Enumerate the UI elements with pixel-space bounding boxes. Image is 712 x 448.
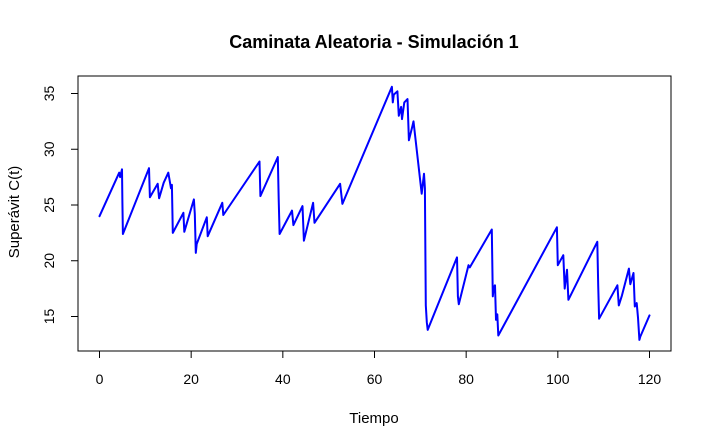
x-axis: 0 20 40 60 80 100 120 [96, 350, 662, 387]
y-tick-label: 15 [41, 309, 57, 325]
series-line [98, 85, 651, 341]
chart-title: Caminata Aleatoria - Simulación 1 [229, 32, 518, 52]
x-tick-label: 120 [638, 371, 662, 387]
y-axis-label: Superávit C(t) [6, 166, 23, 259]
x-tick-label: 80 [458, 371, 474, 387]
x-tick-label: 0 [96, 371, 104, 387]
y-tick-label: 25 [41, 197, 57, 213]
y-axis: 15 20 25 30 35 [41, 86, 79, 325]
x-tick-label: 20 [183, 371, 199, 387]
y-tick-label: 30 [41, 141, 57, 157]
y-tick-label: 35 [41, 86, 57, 102]
y-tick-label: 20 [41, 253, 57, 269]
x-tick-label: 60 [367, 371, 383, 387]
x-axis-label: Tiempo [349, 410, 398, 427]
x-tick-label: 40 [275, 371, 291, 387]
plot-frame [77, 75, 672, 352]
x-tick-label: 100 [546, 371, 570, 387]
